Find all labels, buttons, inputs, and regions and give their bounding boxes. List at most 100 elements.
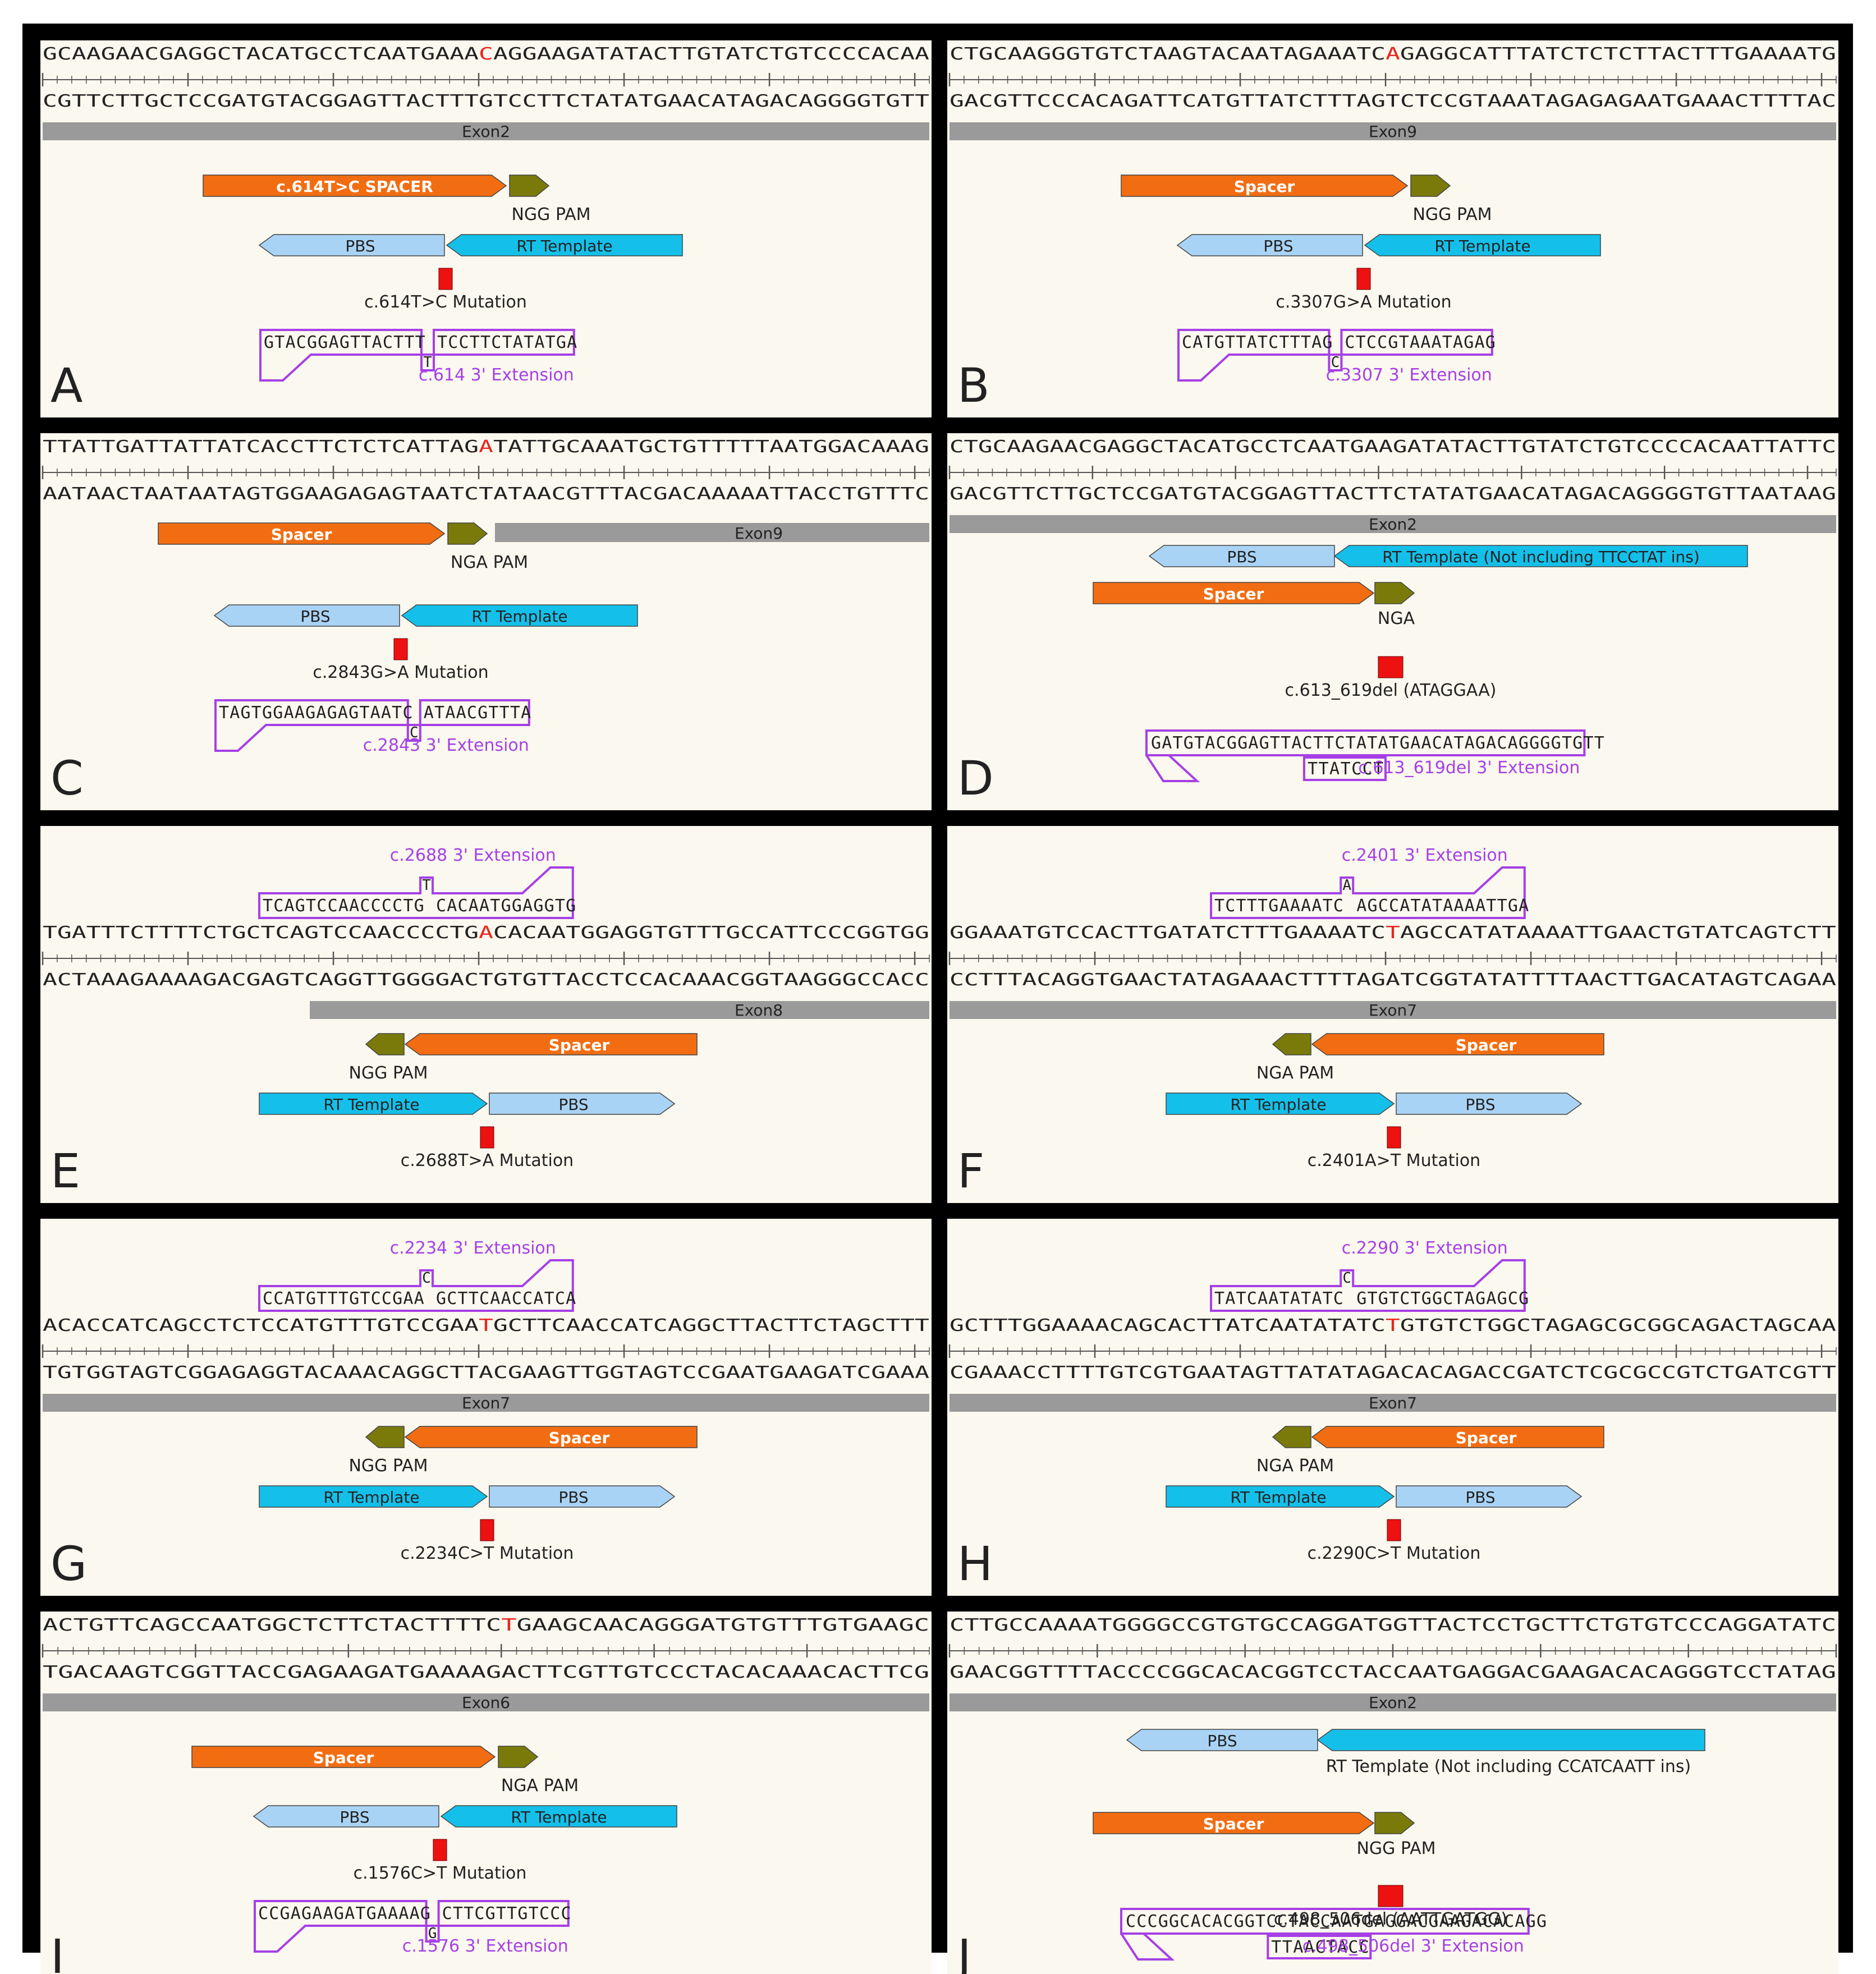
extension-label: c.498_506del 3' Extension bbox=[1302, 1936, 1524, 1956]
mutated-base: C bbox=[479, 44, 493, 64]
mutation-label: c.2843G>A Mutation bbox=[313, 663, 488, 682]
extension-base: T bbox=[423, 354, 432, 371]
pam-label: NGA PAM bbox=[1256, 1063, 1334, 1083]
spacer-label: Spacer bbox=[313, 1748, 374, 1767]
extension-right: ATAACGTTTA bbox=[424, 703, 532, 723]
top-strand-sequence: GGAAATGTCCACTTGATATCTTTGAAAATC T AGCCATATA… bbox=[950, 923, 1836, 943]
pam-label: NGA PAM bbox=[1256, 1456, 1334, 1476]
pam-arrow bbox=[447, 522, 488, 545]
bottom-strand-sequence: AATAACTAATAATAGTGGAAGAGAGTAATCTATAACGTTT… bbox=[43, 484, 929, 504]
pbs-label: PBS bbox=[345, 237, 375, 255]
panel-e: TCAGTCCAACCCCTG T CACAATGGAGGTG c.2688 3' E… bbox=[40, 826, 932, 1203]
mutation-label: c.613_619del (ATAGGAA) bbox=[1285, 681, 1497, 700]
mutation-marker bbox=[480, 1126, 494, 1149]
pbs-arrow bbox=[489, 1485, 676, 1508]
panel-letter: E bbox=[51, 1144, 80, 1199]
pbs-arrow bbox=[1396, 1092, 1583, 1115]
mutation-label: c.2401A>T Mutation bbox=[1308, 1151, 1480, 1170]
extension-3prime: CATGTTATCTTTAG C CTCCGTAAATAGAG c.3307 3' E… bbox=[1177, 329, 1496, 385]
extension-left: TAGTGGAAGAGAGTAATC bbox=[219, 703, 414, 723]
rt-template-label: RT Template (Not including TTCCTAT ins) bbox=[1382, 548, 1700, 566]
extension-label: c.3307 3' Extension bbox=[1326, 365, 1492, 385]
exon-bar bbox=[43, 122, 929, 140]
extension-right: CTTCGTTGTCCC bbox=[442, 1904, 572, 1923]
extension-3prime: GATGTACGGAGTTACTTCTATATGAACATAGACAGGGGTG… bbox=[1145, 729, 1604, 782]
pam-arrow bbox=[509, 175, 550, 197]
insertion-sequence: TTATCCT bbox=[1308, 759, 1384, 779]
spacer-arrow bbox=[203, 175, 507, 197]
panel-letter: I bbox=[51, 1929, 65, 1974]
rt-template-arrow bbox=[259, 1092, 488, 1115]
exon-label: Exon8 bbox=[735, 1001, 783, 1020]
pbs-label: PBS bbox=[300, 607, 330, 626]
extension-3prime: TCTTTGAAAATC A AGCCATATAAAATTGA c.2401 3' E… bbox=[1210, 846, 1529, 919]
extension-3prime: TCAGTCCAACCCCTG T CACAATGGAGGTG c.2688 3' E… bbox=[258, 846, 576, 919]
bottom-strand-sequence: TGTGGTAGTCGGAGAGGTACAAACAGGCTTACGAAGTTGG… bbox=[43, 1363, 929, 1383]
extension-base: G bbox=[428, 1925, 437, 1942]
pbs-label: PBS bbox=[340, 1808, 369, 1826]
pam-label: NGG PAM bbox=[1412, 205, 1492, 224]
spacer-arrow bbox=[191, 1746, 496, 1768]
exon-label: Exon2 bbox=[462, 122, 510, 141]
pbs-label: PBS bbox=[558, 1095, 588, 1114]
pbs-label: PBS bbox=[558, 1488, 588, 1507]
spacer-arrow bbox=[1121, 175, 1409, 197]
bottom-strand-sequence: TGACAAGTCGGTTACCGAGAAGATGAAAAGACTTCGTTGT… bbox=[43, 1663, 929, 1682]
panel-b: CTGCAAGGGTGTCTAAGTACAATAGAAATC A GAGGCATTT… bbox=[947, 40, 1838, 417]
extension-left: TCTTTGAAAATC bbox=[1214, 896, 1344, 916]
spacer-label: Spacer bbox=[271, 525, 332, 544]
pam-label: NGG PAM bbox=[511, 205, 590, 224]
panel-f: TCTTTGAAAATC A AGCCATATAAAATTGA c.2401 3' E… bbox=[947, 826, 1838, 1203]
extension-right: TCCTTCTATATGA bbox=[437, 333, 577, 352]
extension-right: GTGTCTGGCTAGAGCG bbox=[1356, 1289, 1529, 1309]
bottom-strand-sequence: ACTAAAGAAAAGACGAGTCAGGTTGGGGACTGTGTTACCT… bbox=[43, 970, 929, 990]
spacer-arrow bbox=[404, 1426, 698, 1448]
extension-left: TATCAATATATC bbox=[1214, 1289, 1344, 1309]
spacer-label: Spacer bbox=[549, 1429, 610, 1447]
extension-right: GCTTCAACCATCA bbox=[436, 1289, 576, 1309]
top-strand-sequence: GCTTTGGAAAACAGCACTTATCAATATATC T GTGTCTGGC… bbox=[950, 1316, 1836, 1335]
pam-label: NGA bbox=[1378, 609, 1415, 628]
top-strand-sequence: ACTGTTCAGCCAATGGCTCTTCTACTTTTC T GAAGCAACA… bbox=[43, 1615, 929, 1635]
pbs-arrow bbox=[1176, 234, 1363, 256]
pbs-arrow bbox=[489, 1092, 676, 1115]
extension-label: c.2234 3' Extension bbox=[390, 1238, 556, 1258]
panel-g: CCATGTTTGTCCGAA C GCTTCAACCATCA c.2234 3' E… bbox=[40, 1219, 932, 1596]
spacer-arrow bbox=[1093, 582, 1375, 604]
rt-template-label: RT Template bbox=[1230, 1095, 1326, 1114]
spacer-label: Spacer bbox=[1203, 1815, 1264, 1833]
extension-base: T bbox=[422, 877, 431, 894]
pam-arrow bbox=[1272, 1033, 1311, 1055]
pbs-label: PBS bbox=[1263, 237, 1293, 255]
panel-letter: A bbox=[51, 358, 82, 413]
top-strand-sequence: CTGCAAGGGTGTCTAAGTACAATAGAAATC A GAGGCATTT… bbox=[950, 44, 1836, 64]
rt-template-arrow bbox=[259, 1485, 488, 1508]
extension-base: A bbox=[1342, 877, 1351, 894]
rt-template-label: RT Template bbox=[323, 1488, 419, 1507]
panel-letter: F bbox=[957, 1144, 984, 1199]
extension-3prime: CCCGGCACACGGTCCTACCAATGAGGACGAAGACACAGG T… bbox=[1120, 1908, 1547, 1961]
mutation-label: c.3307G>A Mutation bbox=[1276, 292, 1451, 312]
extension-base: C bbox=[1331, 354, 1340, 371]
mutation-marker bbox=[1387, 1126, 1401, 1149]
pbs-arrow bbox=[258, 234, 445, 256]
pam-label: NGG PAM bbox=[1356, 1839, 1435, 1858]
mutation-marker bbox=[1378, 1885, 1403, 1907]
exon-bar bbox=[495, 523, 929, 542]
panel-letter: H bbox=[957, 1536, 993, 1591]
mutation-label: c.498_506del (AATTGATGG) bbox=[1274, 1909, 1507, 1929]
exon-bar bbox=[950, 1394, 1836, 1412]
top-strand-sequence: TGATTTCTTTTCTGCTCAGTCCAACCCCTG A CACAATGGA… bbox=[43, 923, 929, 943]
exon-bar bbox=[950, 1001, 1836, 1019]
pbs-arrow bbox=[1148, 545, 1335, 567]
pam-label: NGA PAM bbox=[451, 553, 528, 572]
pam-arrow bbox=[1272, 1426, 1311, 1448]
extension-right: AGCCATATAAAATTGA bbox=[1356, 896, 1529, 916]
exon-bar bbox=[43, 1394, 929, 1412]
extension-left: CCATGTTTGTCCGAA bbox=[263, 1289, 425, 1309]
pam-arrow bbox=[1374, 582, 1415, 604]
panel-a: GCAAGAACGAGGCTACATGCCTCAATGAAA C AGGAAGATA… bbox=[40, 40, 932, 417]
extension-label: c.613_619del 3' Extension bbox=[1358, 758, 1580, 778]
